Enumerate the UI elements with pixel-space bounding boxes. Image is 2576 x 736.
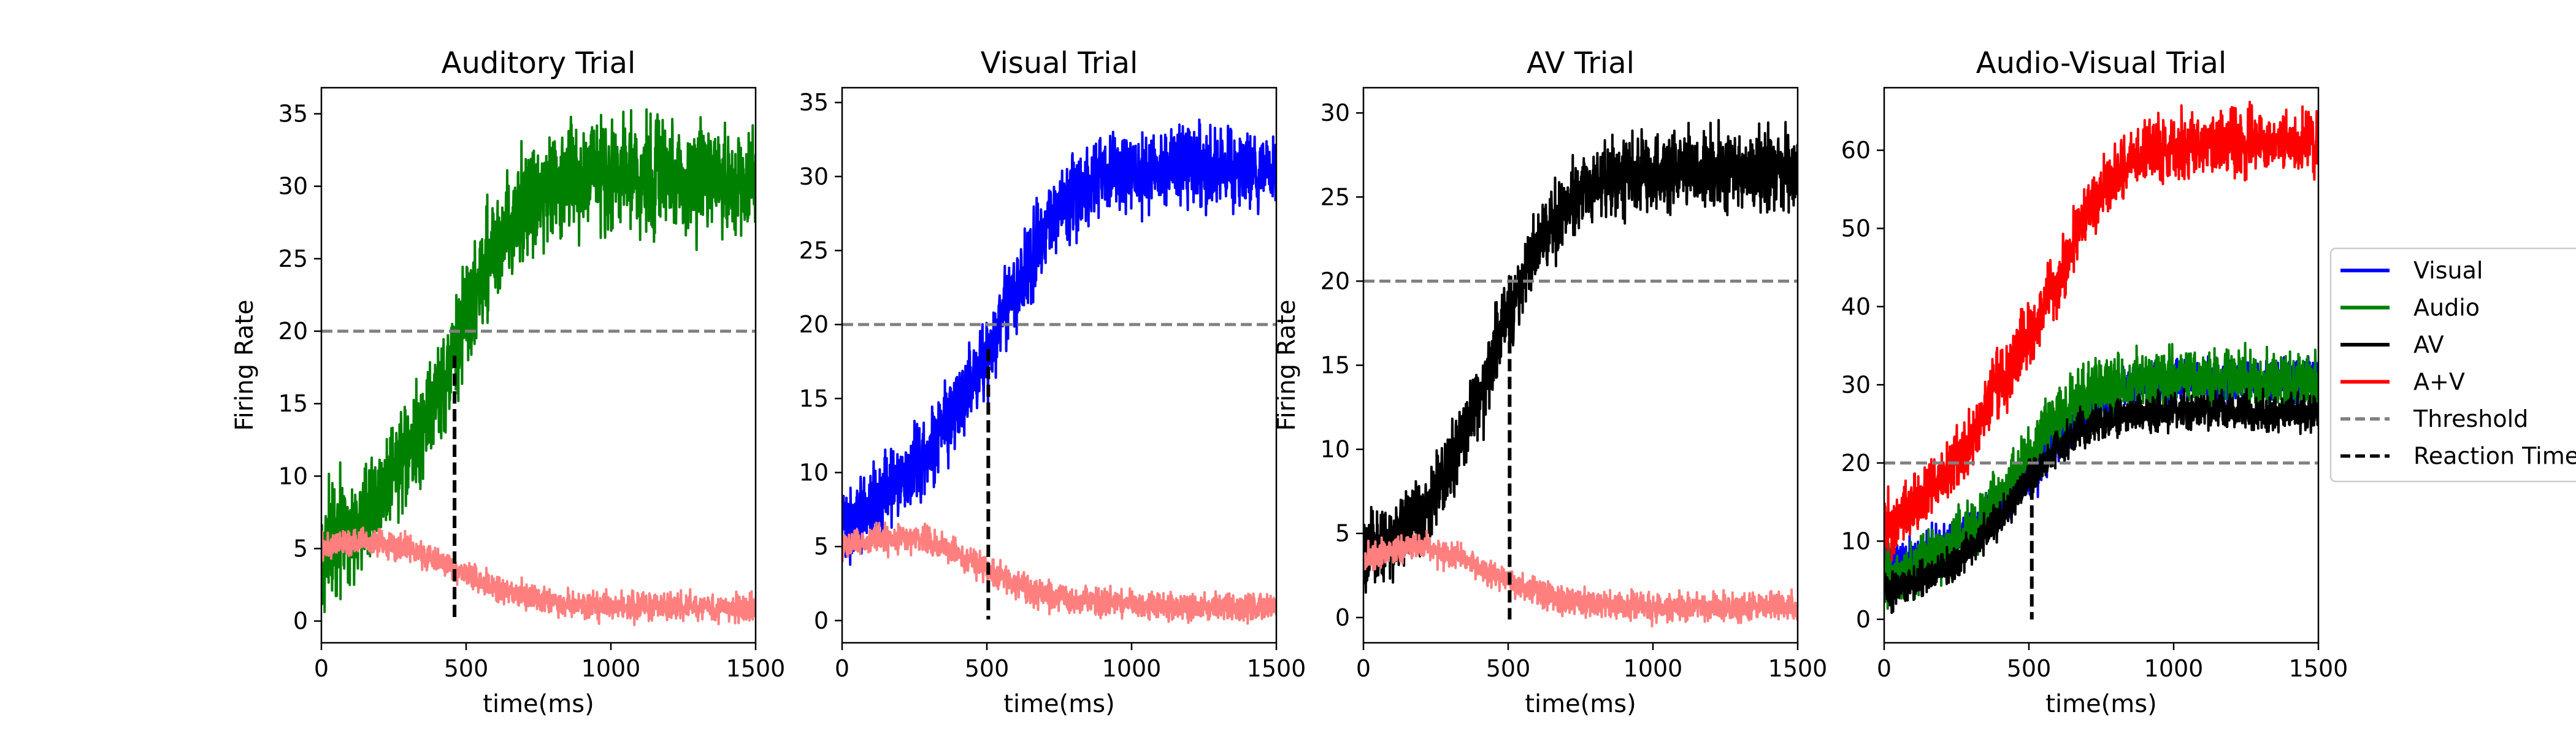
series-line-audio: [321, 108, 756, 613]
series-line-inhibitory-trace: [321, 526, 756, 626]
chart-panel-4: 0 500 1000 1500 0 10 20 30 40 50 60 Audio-Visual Tr…: [1841, 46, 2348, 718]
y-tick-label: 25: [278, 245, 308, 272]
y-tick-label: 60: [1841, 137, 1871, 164]
x-tick-label: 1500: [726, 655, 786, 682]
chart-panel-3: 0 500 1000 1500 0 5 10 15 20 25 30 AV Trial time(ms)…: [1273, 46, 1827, 718]
x-tick-label: 500: [1486, 655, 1531, 682]
y-tick-label: 30: [1321, 99, 1350, 126]
axes-frame: [320, 86, 757, 644]
panel-title: Audio-Visual Trial: [1976, 46, 2226, 80]
x-tick-label: 1500: [1768, 655, 1828, 682]
chart-panel-2: 0 500 1000 1500 0 5 10 15 20 25 30 35 Visual Trial ti…: [799, 46, 1306, 718]
panel-title: Auditory Trial: [442, 46, 636, 80]
y-tick-label: 50: [1841, 215, 1871, 242]
axes-frame: [1883, 86, 2320, 644]
y-tick-label: 40: [1841, 293, 1871, 320]
legend: Visual Audio AV A+V Threshold Reaction Time: [2329, 247, 2576, 483]
legend-label: AV: [2413, 331, 2444, 358]
y-tick-label: 15: [278, 390, 308, 417]
chart-panel-1: 0 500 1000 1500 0 5 10 15 20 25 30 35 Auditory Trial…: [231, 46, 785, 718]
series-line-inhibitory-trace: [842, 521, 1276, 625]
x-tick-label: 1000: [1102, 655, 1162, 682]
y-tick-label: 5: [293, 535, 308, 562]
y-tick-label: 20: [1841, 450, 1871, 477]
y-tick-label: 20: [278, 318, 308, 345]
x-tick-label: 0: [1877, 655, 1892, 682]
x-tick-label: 500: [965, 655, 1010, 682]
series-group: [1884, 101, 2318, 615]
y-tick-label: 30: [278, 173, 308, 200]
x-tick-label: 1500: [1247, 655, 1306, 682]
y-tick-label: 35: [278, 101, 308, 128]
series-line-a-v: [1884, 101, 2318, 562]
x-tick-label: 500: [444, 655, 489, 682]
series-line-inhibitory-trace: [1363, 529, 1798, 627]
x-tick-label: 0: [1356, 655, 1371, 682]
y-tick-label: 10: [278, 462, 308, 489]
legend-label: Reaction Time: [2413, 443, 2576, 470]
y-tick-label: 0: [293, 608, 308, 635]
panel-title: AV Trial: [1527, 46, 1635, 80]
series-group: [321, 108, 756, 626]
x-tick-label: 1000: [2144, 655, 2204, 682]
series-group: [842, 118, 1276, 625]
y-tick-label: 0: [1335, 604, 1350, 631]
x-tick-label: 1000: [581, 655, 641, 682]
y-tick-label: 30: [1841, 371, 1871, 398]
series-group: [1363, 118, 1798, 627]
x-tick-label: 0: [314, 655, 329, 682]
y-tick-label: 0: [814, 607, 829, 634]
y-tick-label: 25: [1321, 183, 1350, 210]
y-tick-label: 30: [799, 163, 829, 190]
legend-label: Threshold: [2413, 405, 2528, 432]
y-tick-label: 15: [799, 385, 829, 412]
y-tick-label: 10: [1321, 436, 1350, 463]
y-tick-label: 20: [1321, 267, 1350, 294]
y-tick-label: 35: [799, 89, 829, 116]
y-tick-label: 15: [1321, 352, 1350, 379]
series-line-visual: [842, 118, 1276, 566]
y-tick-label: 5: [814, 533, 829, 560]
y-axis-label: Firing Rate: [1273, 300, 1301, 431]
x-axis-label: time(ms): [483, 690, 594, 718]
y-axis-label: Firing Rate: [231, 300, 259, 431]
y-tick-label: 5: [1335, 520, 1350, 547]
legend-label: Audio: [2413, 294, 2480, 321]
y-tick-label: 0: [1856, 606, 1871, 633]
y-tick-label: 10: [799, 459, 829, 486]
x-tick-label: 1000: [1623, 655, 1683, 682]
x-tick-label: 0: [835, 655, 849, 682]
series-line-av: [1884, 388, 2318, 615]
legend-label: A+V: [2413, 369, 2465, 396]
x-axis-label: time(ms): [2045, 690, 2156, 718]
x-axis-label: time(ms): [1003, 690, 1114, 718]
legend-label: Visual: [2413, 257, 2483, 284]
y-tick-label: 25: [799, 237, 829, 264]
x-axis-label: time(ms): [1525, 690, 1636, 718]
x-tick-label: 1500: [2289, 655, 2348, 682]
y-tick-label: 20: [799, 311, 829, 338]
series-line-av: [1363, 118, 1798, 594]
legend-box: [2329, 247, 2576, 483]
panel-title: Visual Trial: [981, 46, 1138, 80]
x-tick-label: 500: [2007, 655, 2052, 682]
y-tick-label: 10: [1841, 527, 1871, 554]
axes-frame: [841, 86, 1278, 644]
